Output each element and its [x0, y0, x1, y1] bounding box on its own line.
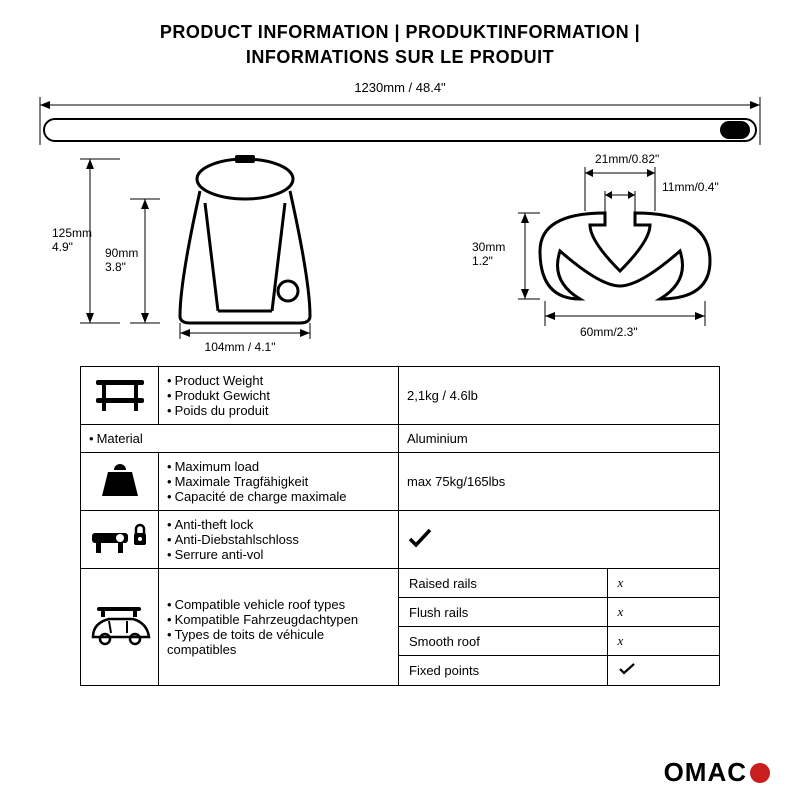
spec-table: Product Weight Produkt Gewicht Poids du …: [80, 366, 720, 686]
load-label-en: Maximum load: [167, 459, 390, 474]
svg-text:3.8": 3.8": [105, 260, 126, 274]
title-line-2: INFORMATIONS SUR LE PRODUIT: [30, 45, 770, 70]
car-icon: [81, 569, 159, 686]
row-weight: Product Weight Produkt Gewicht Poids du …: [81, 367, 720, 425]
compat-label-en: Compatible vehicle roof types: [167, 597, 390, 612]
check-icon: [407, 527, 433, 549]
row-load: Maximum load Maximale Tragfähigkeit Capa…: [81, 453, 720, 511]
x-icon: x: [607, 569, 719, 598]
compat-row: Raised railsx: [399, 569, 719, 598]
svg-text:11mm/0.4": 11mm/0.4": [662, 180, 719, 194]
row-material: Material Aluminium: [81, 425, 720, 453]
lock-icon: [81, 511, 159, 569]
weight-icon: [81, 367, 159, 425]
compat-label-fr: Types de toits de véhicule compatibles: [167, 627, 390, 657]
weight-label-fr: Poids du produit: [167, 403, 390, 418]
material-label: Material: [89, 431, 390, 446]
x-icon: x: [607, 627, 719, 656]
load-value: max 75kg/165lbs: [399, 453, 720, 511]
foot-width-label: 104mm / 4.1": [110, 340, 370, 354]
x-icon: x: [607, 598, 719, 627]
lock-label-de: Anti-Diebstahlschloss: [167, 532, 390, 547]
profile-diagram: 21mm/0.82" 11mm/0.4" 30mm 1.2": [410, 151, 750, 356]
load-icon: [81, 453, 159, 511]
lock-label-en: Anti-theft lock: [167, 517, 390, 532]
weight-label-de: Produkt Gewicht: [167, 388, 390, 403]
svg-text:21mm/0.82": 21mm/0.82": [595, 152, 659, 166]
compat-row-name: Smooth roof: [399, 627, 607, 656]
title-line-1: PRODUCT INFORMATION | PRODUKTINFORMATION…: [30, 20, 770, 45]
svg-text:125mm: 125mm: [52, 226, 92, 240]
top-bar-diagram: [30, 97, 770, 147]
brand-dot-icon: [750, 763, 770, 783]
svg-text:1.2": 1.2": [472, 254, 493, 268]
compat-row: Flush railsx: [399, 598, 719, 627]
page-title: PRODUCT INFORMATION | PRODUKTINFORMATION…: [30, 20, 770, 70]
svg-text:4.9": 4.9": [52, 240, 73, 254]
material-value: Aluminium: [399, 425, 720, 453]
svg-text:30mm: 30mm: [472, 240, 505, 254]
load-label-fr: Capacité de charge maximale: [167, 489, 390, 504]
brand-name: OMAC: [664, 757, 747, 788]
compat-subtable: Raised railsxFlush railsxSmooth roofxFix…: [399, 569, 720, 686]
foot-diagram: 125mm 4.9" 90mm 3.8": [50, 151, 370, 356]
svg-text:90mm: 90mm: [105, 246, 138, 260]
row-lock: Anti-theft lock Anti-Diebstahlschloss Se…: [81, 511, 720, 569]
compat-row-name: Flush rails: [399, 598, 607, 627]
weight-value: 2,1kg / 4.6lb: [399, 367, 720, 425]
lock-label-fr: Serrure anti-vol: [167, 547, 390, 562]
row-compat: Compatible vehicle roof types Kompatible…: [81, 569, 720, 686]
compat-row-name: Raised rails: [399, 569, 607, 598]
svg-text:60mm/2.3": 60mm/2.3": [580, 325, 638, 339]
compat-row: Smooth roofx: [399, 627, 719, 656]
compat-row-name: Fixed points: [399, 656, 607, 686]
top-bar-length-label: 1230mm / 48.4": [30, 80, 770, 95]
load-label-de: Maximale Tragfähigkeit: [167, 474, 390, 489]
brand-logo: OMAC: [664, 757, 770, 788]
weight-label-en: Product Weight: [167, 373, 390, 388]
compat-row: Fixed points: [399, 656, 719, 686]
lock-value: [399, 511, 720, 569]
compat-label-de: Kompatible Fahrzeugdachtypen: [167, 612, 390, 627]
check-icon: [607, 656, 719, 686]
